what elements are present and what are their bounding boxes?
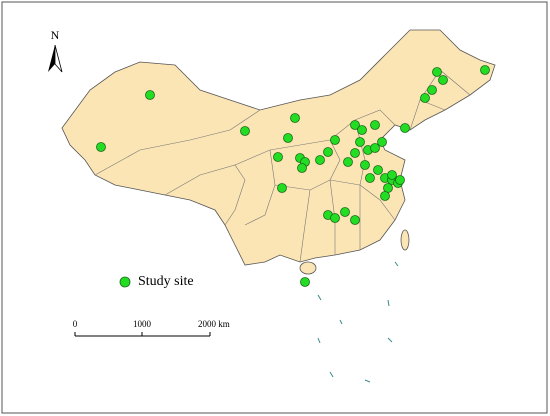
legend-label: Study site xyxy=(138,274,194,289)
study-site xyxy=(395,175,405,185)
study-sites xyxy=(96,65,490,287)
study-site xyxy=(96,142,106,152)
study-site xyxy=(432,67,442,77)
study-site xyxy=(420,93,430,103)
study-site xyxy=(373,165,383,175)
study-site xyxy=(277,183,287,193)
island xyxy=(400,229,410,251)
legend-marker xyxy=(119,276,131,288)
study-site xyxy=(145,90,155,100)
study-site xyxy=(300,277,310,287)
scale-label: 1000 xyxy=(133,319,152,329)
study-site xyxy=(355,137,365,147)
study-site xyxy=(365,173,375,183)
study-site xyxy=(377,137,387,147)
study-site xyxy=(273,152,283,162)
study-site xyxy=(427,85,437,95)
study-site xyxy=(343,157,353,167)
study-site xyxy=(283,133,293,143)
study-site xyxy=(400,123,410,133)
study-site xyxy=(480,65,490,75)
study-site xyxy=(240,126,250,136)
study-site xyxy=(357,125,367,135)
study-site xyxy=(360,160,370,170)
study-site xyxy=(330,135,340,145)
study-site xyxy=(380,191,390,201)
study-site xyxy=(438,75,448,85)
north-label: N xyxy=(51,28,60,42)
north-arrow: N xyxy=(48,28,63,73)
study-site xyxy=(323,147,333,157)
study-site xyxy=(297,163,307,173)
study-site xyxy=(315,155,325,165)
province-borders xyxy=(94,69,471,263)
study-site xyxy=(330,213,340,223)
island xyxy=(299,261,317,275)
study-site xyxy=(370,120,380,130)
study-site xyxy=(340,207,350,217)
scale-label: 2000 km xyxy=(198,319,230,329)
scale-label: 0 xyxy=(73,319,78,329)
scale-bar xyxy=(74,332,211,337)
sea-islands xyxy=(317,261,399,383)
study-site xyxy=(350,120,360,130)
study-site xyxy=(350,215,360,225)
study-site xyxy=(350,148,360,158)
study-site xyxy=(290,113,300,123)
study-site xyxy=(370,143,380,153)
study-site xyxy=(387,170,397,180)
